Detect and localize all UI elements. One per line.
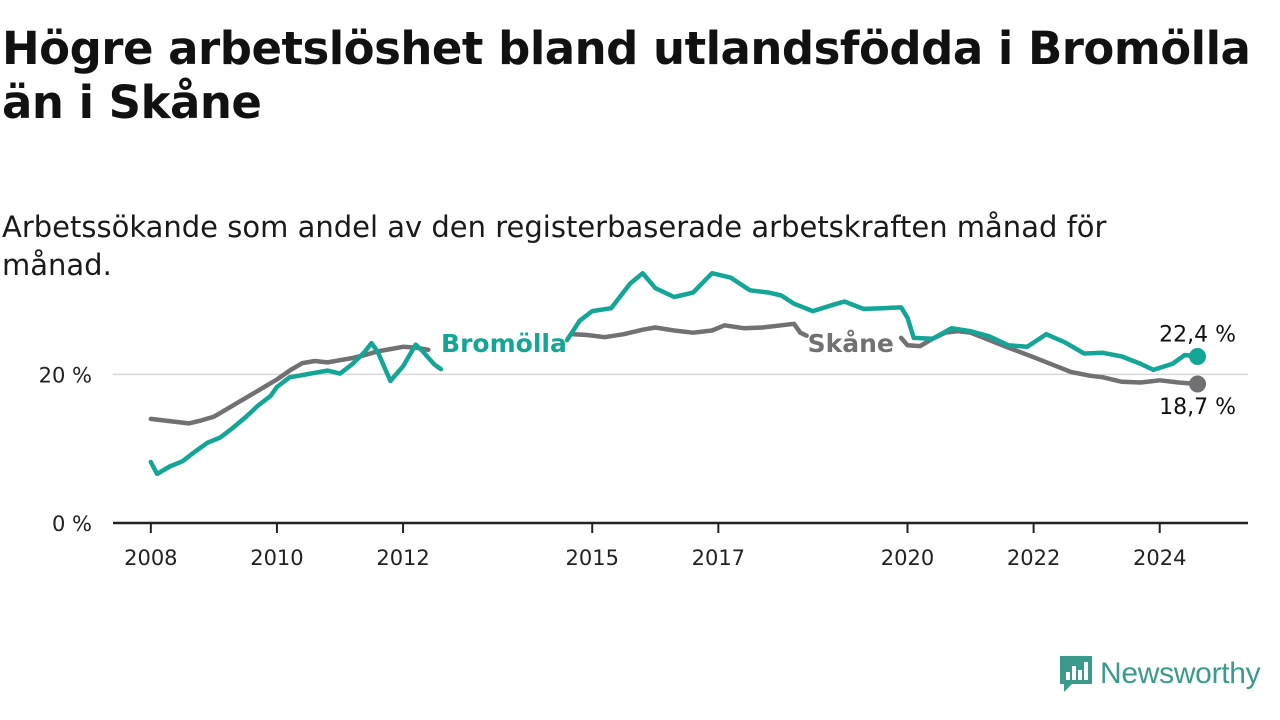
labels: 18,7 % 22,4 % Bromölla Skåne — [441, 322, 1236, 420]
x-tick-label: 2008 — [124, 546, 177, 570]
bromolla-line — [148, 340, 444, 477]
bromolla-line — [564, 270, 1200, 373]
series-lines — [148, 270, 1207, 477]
x-tick-label: 2020 — [881, 546, 934, 570]
bromolla-end-label: 22,4 % — [1159, 322, 1236, 347]
skane-line — [571, 321, 809, 340]
x-tick-label: 2017 — [692, 546, 745, 570]
x-tick-label: 2015 — [565, 546, 618, 570]
x-tick-label: 2022 — [1007, 546, 1060, 570]
chart-subtitle: Arbetssökande som andel av den registerb… — [2, 210, 1107, 282]
x-tick-label: 2024 — [1133, 546, 1186, 570]
skane-end-label: 18,7 % — [1159, 395, 1236, 420]
skane-line — [898, 328, 1200, 387]
x-tick-label: 2010 — [250, 546, 303, 570]
y-tick-label: 0 % — [52, 512, 92, 536]
x-tick-label: 2012 — [376, 546, 429, 570]
bromolla-series-label: Bromölla — [441, 329, 567, 358]
brand-name: Newsworthy — [1100, 657, 1261, 690]
x-axis: 2008 2010 2012 2015 2017 2020 2022 2024 — [113, 521, 1248, 570]
newsworthy-brand: Newsworthy — [1058, 652, 1261, 696]
bromolla-end-point — [1189, 347, 1207, 365]
skane-line — [148, 344, 431, 426]
skane-end-point — [1189, 375, 1207, 393]
y-tick-label: 20 % — [39, 363, 92, 387]
newsworthy-logo-icon — [1060, 656, 1092, 692]
gridlines: 0 % 20 % — [39, 363, 1248, 536]
skane-series-label: Skåne — [808, 329, 894, 358]
chart-title: Högre arbetslöshet bland utlandsfödda i … — [2, 22, 1251, 129]
